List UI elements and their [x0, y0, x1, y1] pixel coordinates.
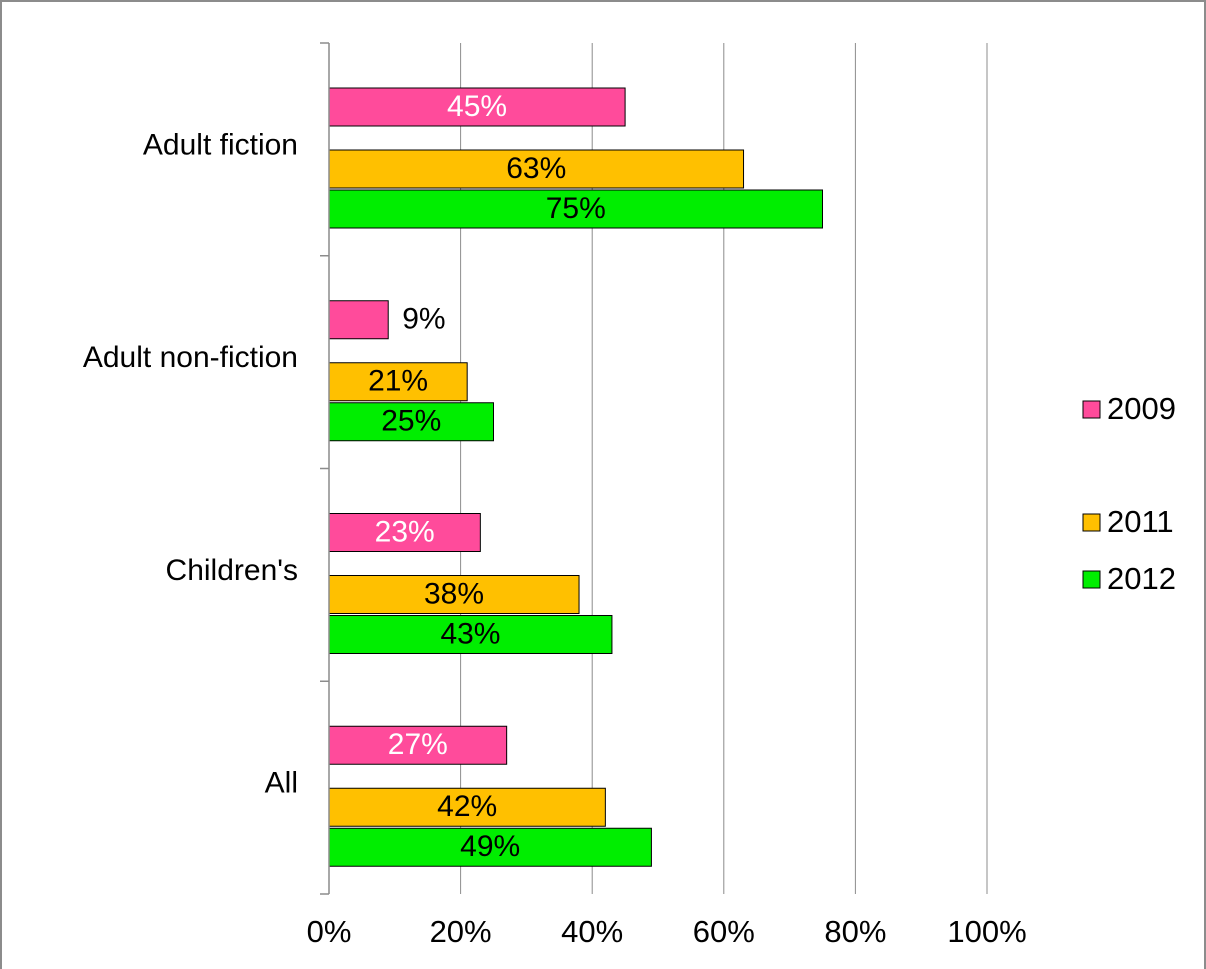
bar-all-2009 [328, 725, 508, 765]
category-label-all: All [265, 767, 298, 800]
bar-adult-fiction-2012 [328, 189, 823, 229]
legend: 2009 2011 2012 [1082, 391, 1176, 596]
data-label: 38% [424, 577, 484, 610]
data-label: 63% [506, 152, 566, 185]
x-tick-label: 100% [947, 914, 1026, 949]
data-label: 43% [440, 617, 500, 650]
bar-adult-fiction-2009 [328, 87, 626, 127]
data-label: 9% [402, 303, 445, 336]
bar-adult-non-fiction-2009 [328, 300, 389, 340]
legend-label-2009: 2009 [1107, 391, 1176, 426]
data-label: 23% [375, 515, 435, 548]
bar-adult-non-fiction-2011 [328, 362, 468, 402]
x-tick-label: 20% [430, 914, 492, 949]
x-tick-label: 40% [561, 914, 623, 949]
legend-swatch-2012 [1082, 570, 1101, 589]
bar-children-s-2009 [328, 513, 481, 552]
legend-swatch-2009 [1082, 400, 1101, 419]
bar-children-s-2011 [328, 575, 580, 614]
axes: Adult fiction Adult non-fiction Children's… [83, 42, 1027, 949]
data-label: 25% [381, 405, 441, 438]
data-label: 27% [388, 728, 448, 761]
x-tick-label: 80% [824, 914, 886, 949]
data-label: 49% [460, 830, 520, 863]
legend-swatch-2011 [1082, 513, 1101, 532]
bar-children-s-2012 [328, 615, 613, 654]
category-label-adult-non-fiction: Adult non-fiction [83, 341, 298, 374]
bars [328, 87, 823, 867]
legend-label-2012: 2012 [1107, 561, 1176, 596]
data-label: 75% [546, 192, 606, 225]
labels: 45% 63% 75% 9% 21% 25% 23% 38% 43% 27% 42% 49% [368, 90, 606, 863]
x-tick-label: 0% [307, 914, 352, 949]
category-label-adult-fiction: Adult fiction [143, 128, 298, 161]
legend-label-2011: 2011 [1107, 504, 1174, 539]
x-tick-label: 60% [693, 914, 755, 949]
data-label: 45% [447, 90, 507, 123]
bar-adult-non-fiction-2012 [328, 402, 494, 442]
category-label-children-s: Children's [166, 554, 298, 587]
data-label: 21% [368, 365, 428, 398]
data-label: 42% [437, 790, 497, 823]
bar-all-2011 [328, 787, 606, 827]
bar-all-2012 [328, 827, 652, 867]
